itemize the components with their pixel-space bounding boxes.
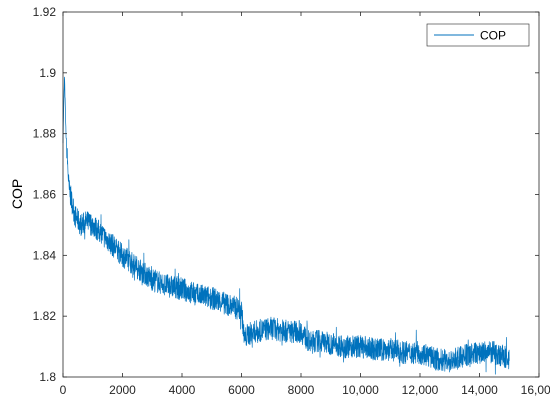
- plot-background: [63, 12, 539, 377]
- y-tick-label: 1.88: [33, 127, 57, 141]
- y-tick-label: 1.8: [39, 370, 56, 384]
- legend: COP: [426, 23, 530, 47]
- y-tick-label: 1.9: [39, 66, 56, 80]
- series-line-cop: [62, 76, 510, 375]
- y-tick-label: 1.82: [33, 309, 57, 323]
- legend-box: [426, 23, 530, 47]
- series-layer: [62, 76, 510, 375]
- x-tick-label: 0: [60, 383, 67, 397]
- x-tick-label: 4000: [169, 383, 196, 397]
- x-tick-label: 10,000: [342, 383, 379, 397]
- y-axis-label: COP: [9, 179, 25, 209]
- x-tick-label: 12,000: [402, 383, 439, 397]
- x-tick-label: 8000: [288, 383, 315, 397]
- tick-layer: 0 2000 4000 6000 8000 10,000 12,000 14,000 16,00…: [33, 5, 550, 397]
- y-tick-label: 1.84: [33, 248, 57, 262]
- x-tick-label: 6000: [228, 383, 255, 397]
- y-tick-label: 1.86: [33, 188, 57, 202]
- x-tick-label: 16,000: [521, 383, 550, 397]
- y-tick-label: 1.92: [33, 5, 57, 19]
- legend-entry-cop: COP: [480, 29, 506, 43]
- x-tick-label: 14,000: [461, 383, 498, 397]
- x-tick-label: 2000: [109, 383, 136, 397]
